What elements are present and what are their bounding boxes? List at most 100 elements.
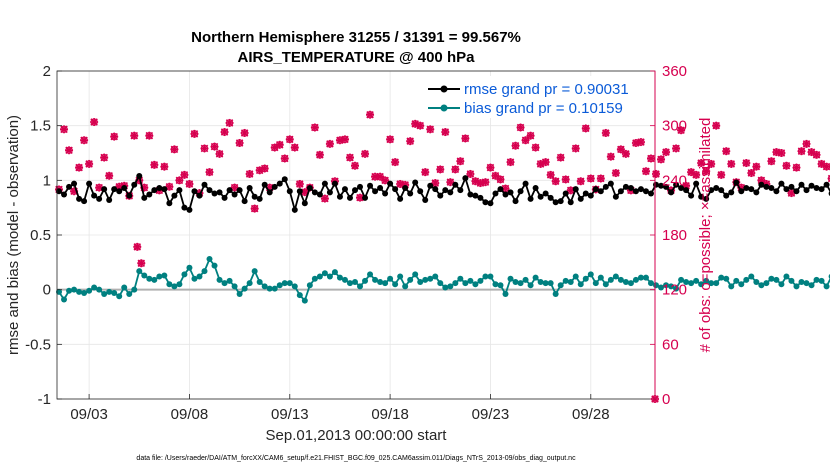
rmse-point [482, 199, 489, 206]
bias-point [482, 273, 489, 280]
obs-assimilated-point [747, 169, 756, 178]
bias-point [607, 276, 614, 283]
rmse-point [71, 180, 78, 187]
obs-assimilated-point [160, 162, 169, 171]
rmse-point [126, 192, 133, 199]
rmse-point [492, 190, 499, 197]
obs-assimilated-point [100, 153, 109, 162]
bias-point [121, 284, 128, 291]
obs-assimilated-point [60, 125, 69, 134]
bias-point [306, 282, 313, 289]
bias-point [658, 284, 665, 291]
bias-point [642, 274, 649, 281]
obs-assimilated-point [130, 131, 139, 140]
bias-point [101, 291, 108, 298]
obs-assimilated-point [416, 121, 425, 130]
rmse-point [146, 191, 153, 198]
bias-point [688, 280, 695, 287]
rmse-point [136, 172, 143, 179]
obs-count-series [55, 110, 830, 403]
obs-assimilated-point [75, 163, 84, 172]
bias-point [196, 273, 203, 280]
bias-point [527, 282, 534, 289]
rmse-point [803, 187, 810, 194]
obs-assimilated-point [621, 149, 630, 158]
bias-point [91, 284, 98, 291]
bias-point [753, 279, 760, 286]
right-y-tick-label: 240 [662, 172, 687, 189]
rmse-point [733, 179, 740, 186]
rmse-point [823, 181, 830, 188]
left-y-tick-label: 0.5 [30, 227, 51, 244]
bias-point [181, 271, 188, 278]
bias-point [417, 279, 424, 286]
bias-point [542, 280, 549, 287]
bias-point [577, 281, 584, 288]
rmse-point [713, 184, 720, 191]
bias-point [818, 277, 825, 284]
bias-point [201, 268, 208, 275]
bias-point [311, 275, 318, 282]
chart-subtitle: AIRS_TEMPERATURE @ 400 hPa [238, 49, 476, 66]
bias-point [693, 277, 700, 284]
obs-assimilated-point [170, 145, 179, 154]
bias-point [402, 283, 409, 290]
rmse-point [101, 186, 108, 193]
rmse-point [557, 198, 564, 205]
bias-point [281, 280, 288, 287]
obs-assimilated-point [481, 178, 490, 187]
bias-point [813, 276, 820, 283]
rmse-point [372, 188, 379, 195]
rmse-point [663, 183, 670, 190]
bias-point [372, 276, 379, 283]
obs-assimilated-point [752, 162, 761, 171]
bias-point [231, 283, 238, 290]
bias-point [673, 285, 680, 292]
rmse-point [447, 189, 454, 196]
rmse-point [196, 192, 203, 199]
bias-point [206, 256, 213, 263]
bias-point [738, 281, 745, 288]
obs-assimilated-point [285, 135, 294, 144]
obs-assimilated-point [235, 138, 244, 147]
obs-assimilated-point [245, 169, 254, 178]
x-tick-label: 09/18 [371, 406, 409, 423]
rmse-point [251, 193, 258, 200]
obs-assimilated-point [486, 163, 495, 172]
rmse-point [763, 183, 770, 190]
rmse-point [427, 182, 434, 189]
obs-assimilated-point [366, 110, 375, 119]
legend-box [420, 76, 652, 118]
bias-point [156, 273, 163, 280]
bias-point [552, 291, 559, 298]
bias-point [56, 288, 63, 295]
bias-point [632, 276, 639, 283]
rmse-point [532, 184, 539, 191]
obs-assimilated-point [571, 144, 580, 153]
obs-assimilated-point [320, 194, 329, 203]
obs-assimilated-point [606, 152, 615, 161]
bias-point [316, 273, 323, 280]
rmse-point [517, 188, 524, 195]
obs-assimilated-point [767, 157, 776, 166]
rmse-point [642, 188, 649, 195]
obs-assimilated-point [406, 137, 415, 146]
bias-point [497, 282, 504, 289]
obs-assimilated-point [361, 149, 370, 158]
rmse-point [607, 180, 614, 187]
bias-point [778, 281, 785, 288]
bias-point [512, 279, 519, 286]
obs-assimilated-point [596, 174, 605, 183]
obs-assimilated-point [611, 169, 620, 178]
bias-point [442, 284, 449, 291]
rmse-point [131, 181, 138, 188]
obs-assimilated-point [426, 125, 435, 134]
bias-point [718, 274, 725, 281]
rmse-point [758, 181, 765, 188]
bias-point [768, 275, 775, 282]
left-y-tick-label: 2 [43, 63, 51, 80]
bias-point [487, 273, 494, 280]
obs-assimilated-point [777, 149, 786, 157]
rmse-point [793, 188, 800, 195]
